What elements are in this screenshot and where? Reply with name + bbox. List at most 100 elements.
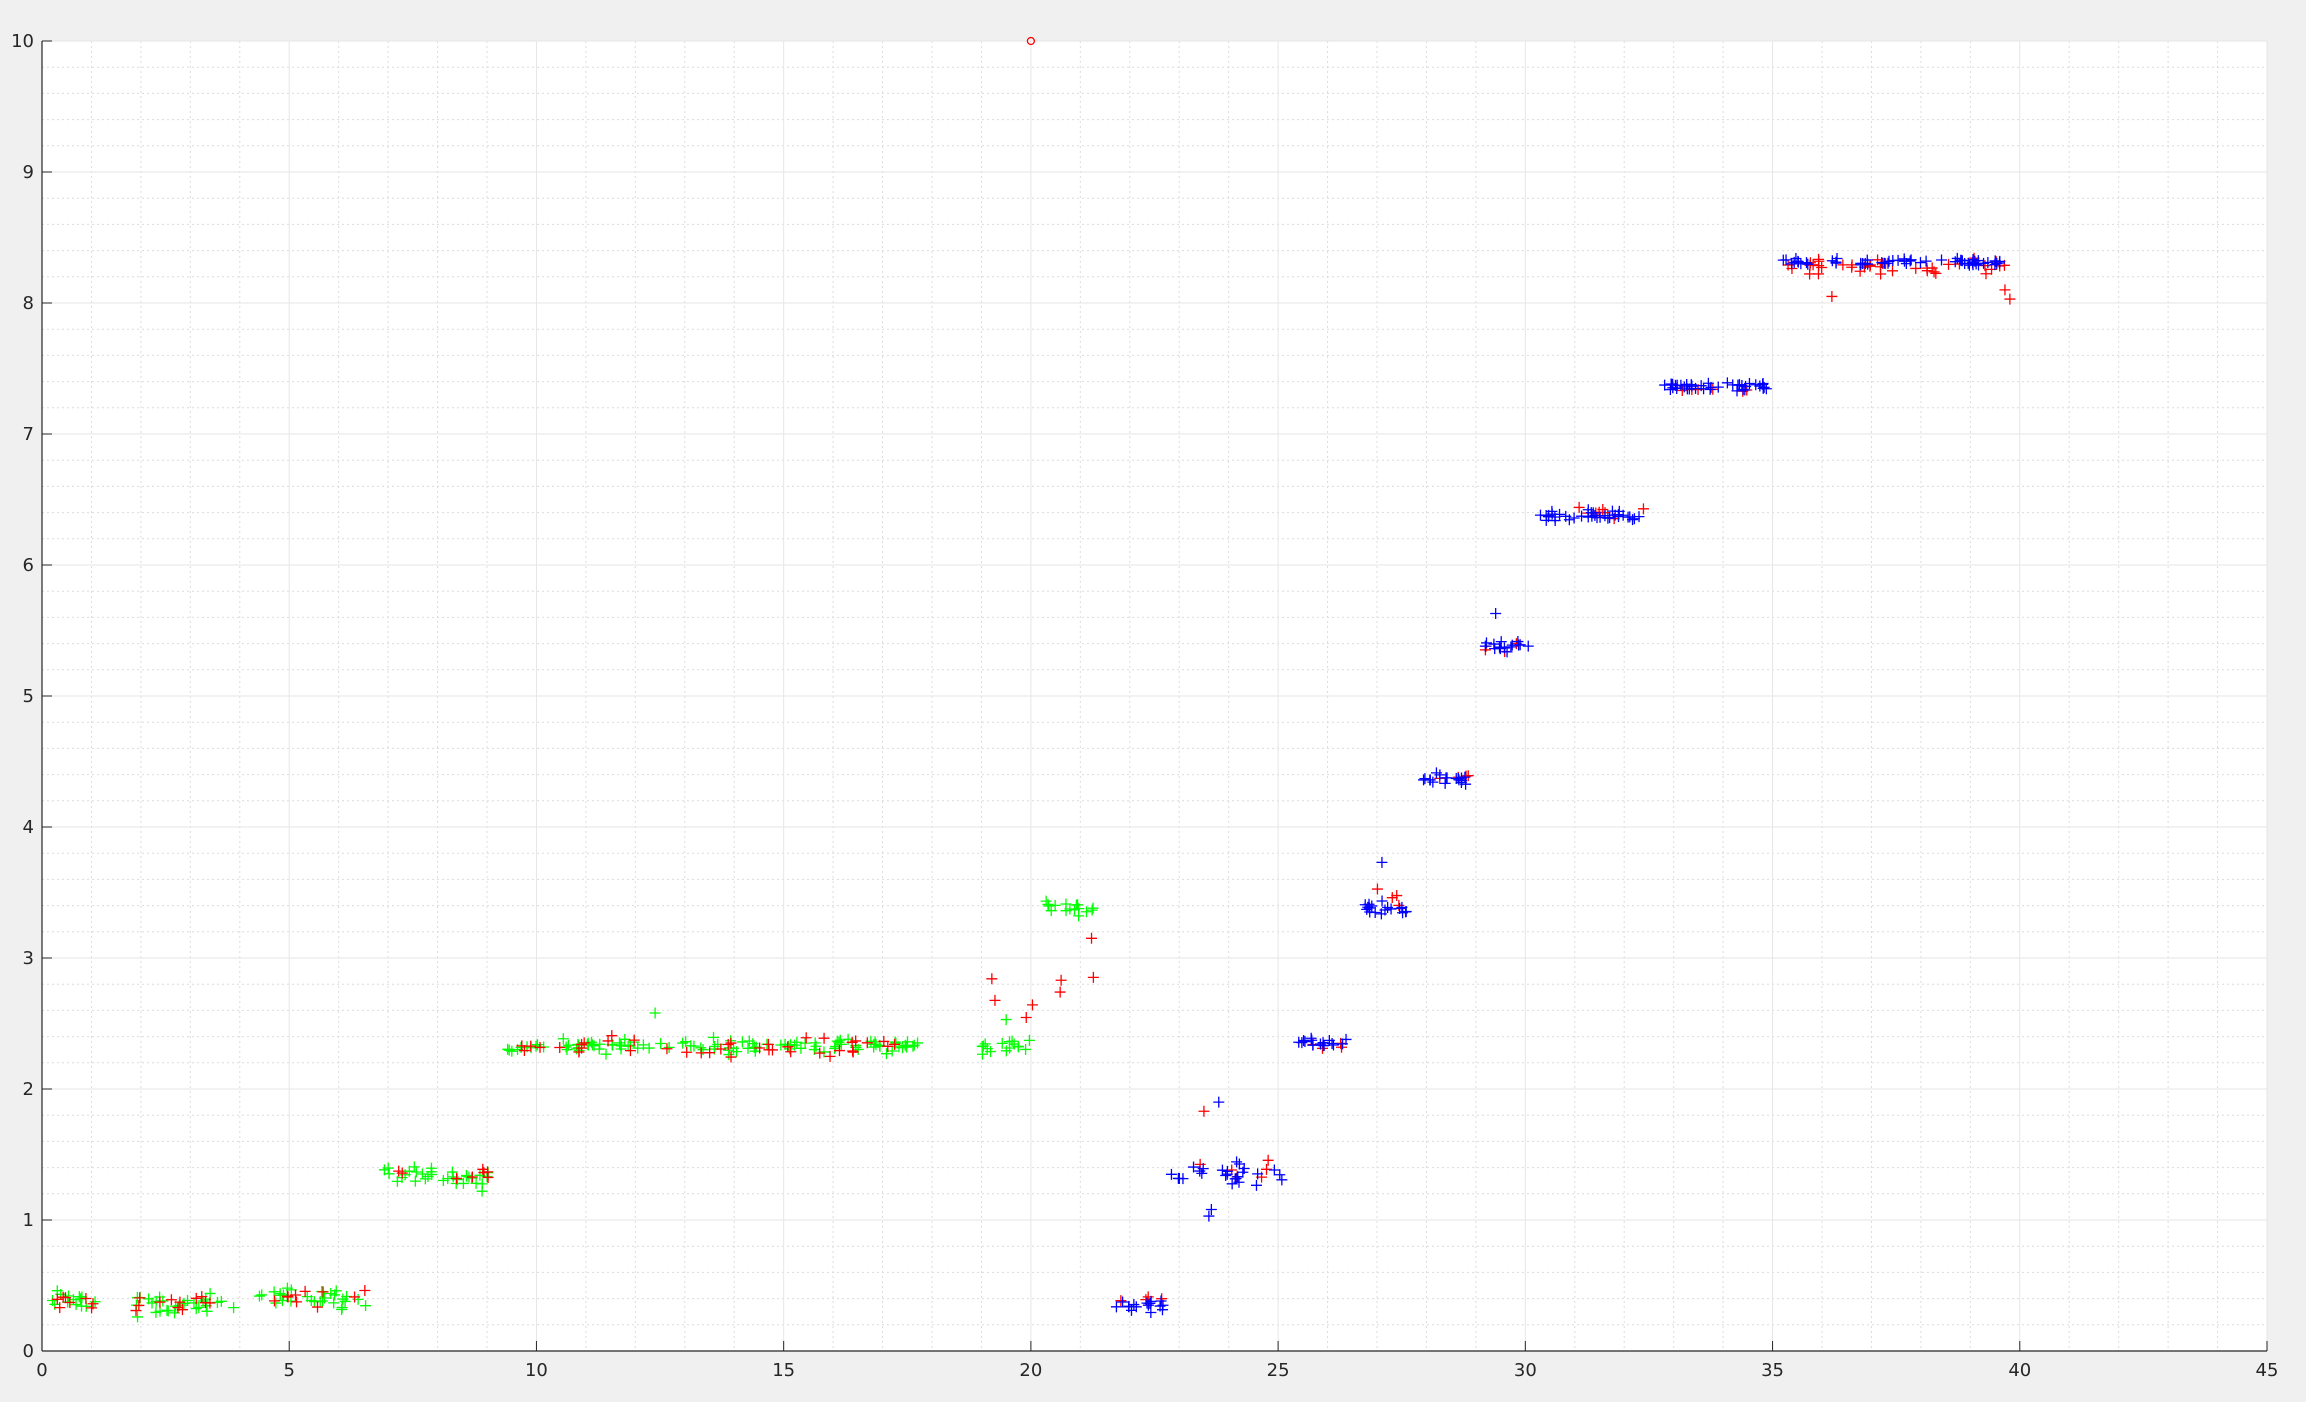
data-point-green bbox=[161, 1304, 173, 1316]
data-point-blue bbox=[1669, 379, 1681, 391]
data-point-blue bbox=[1144, 1297, 1156, 1309]
data-point-green bbox=[506, 1045, 518, 1057]
data-point-blue bbox=[1589, 509, 1601, 521]
data-point-green bbox=[637, 1039, 649, 1051]
data-point-green bbox=[985, 1046, 997, 1058]
data-point-blue bbox=[1522, 640, 1534, 652]
data-point-red bbox=[359, 1284, 371, 1296]
data-point-red bbox=[1887, 265, 1899, 277]
data-point-blue bbox=[1855, 257, 1867, 269]
data-point-green bbox=[466, 1172, 478, 1184]
data-point-green bbox=[339, 1295, 351, 1307]
data-point-blue bbox=[1213, 1096, 1225, 1108]
data-point-green bbox=[446, 1166, 458, 1178]
data-point-red bbox=[190, 1292, 202, 1304]
data-point-green bbox=[996, 1037, 1008, 1049]
data-point-green bbox=[831, 1035, 843, 1047]
data-point-red bbox=[1980, 268, 1992, 280]
x-axis-ticks: 0 5 10 15 20 25 30 35 40 45 bbox=[36, 1341, 2278, 1381]
data-point-blue bbox=[1117, 1296, 1129, 1308]
data-point-green bbox=[193, 1302, 205, 1314]
data-point-red bbox=[861, 1037, 873, 1049]
data-point-red bbox=[317, 1286, 329, 1298]
data-point-red bbox=[57, 1291, 69, 1303]
data-point-blue bbox=[1252, 1168, 1264, 1180]
data-point-red bbox=[196, 1291, 208, 1303]
data-point-green bbox=[886, 1045, 898, 1057]
data-point-red bbox=[725, 1051, 737, 1063]
data-point-blue bbox=[1862, 258, 1874, 270]
x-tick-label: 10 bbox=[525, 1360, 548, 1381]
data-point-blue bbox=[1495, 636, 1507, 648]
data-point-blue bbox=[1633, 511, 1645, 523]
data-point-red bbox=[573, 1046, 585, 1058]
x-tick-label: 45 bbox=[2256, 1360, 2279, 1381]
data-point-red bbox=[1020, 1012, 1032, 1023]
data-point-green bbox=[378, 1164, 390, 1176]
data-point-blue bbox=[1441, 772, 1453, 784]
data-point-red bbox=[87, 1298, 99, 1310]
data-point-red bbox=[299, 1285, 311, 1297]
data-point-red bbox=[134, 1292, 146, 1304]
data-point-blue bbox=[1721, 377, 1733, 389]
data-point-blue bbox=[1936, 254, 1948, 266]
data-points bbox=[46, 36, 2016, 1323]
data-point-blue bbox=[1586, 510, 1598, 522]
data-point-blue bbox=[1188, 1161, 1200, 1173]
data-point-blue bbox=[1419, 773, 1431, 785]
data-point-blue bbox=[1702, 377, 1714, 389]
data-point-blue bbox=[1801, 257, 1812, 269]
data-point-red bbox=[1637, 503, 1649, 515]
data-point-green bbox=[70, 1299, 82, 1311]
data-point-green bbox=[531, 1039, 543, 1051]
data-point-blue bbox=[1612, 509, 1624, 521]
data-point-green bbox=[1000, 1014, 1012, 1026]
data-point-blue bbox=[1314, 1038, 1326, 1050]
data-point-red bbox=[624, 1045, 636, 1057]
data-point-green bbox=[979, 1038, 991, 1050]
data-point-green bbox=[256, 1289, 268, 1301]
data-point-blue bbox=[1681, 378, 1693, 390]
data-point-green bbox=[319, 1292, 331, 1304]
data-point-red bbox=[199, 1297, 211, 1309]
data-point-blue bbox=[1385, 903, 1397, 915]
data-point-blue bbox=[1110, 1301, 1122, 1313]
data-point-red bbox=[628, 1034, 640, 1046]
data-point-red bbox=[578, 1037, 590, 1049]
data-point-red bbox=[165, 1294, 177, 1306]
data-point-red bbox=[1926, 262, 1938, 274]
data-point-red bbox=[1086, 932, 1098, 944]
data-point-blue bbox=[1327, 1039, 1339, 1051]
data-point-blue bbox=[1488, 638, 1500, 650]
data-point-blue bbox=[1733, 379, 1745, 391]
y-tick-label: 10 bbox=[11, 31, 34, 52]
y-tick-label: 2 bbox=[23, 1079, 34, 1100]
data-point-green bbox=[274, 1288, 286, 1300]
data-point-green bbox=[736, 1036, 748, 1048]
data-point-red bbox=[818, 1032, 830, 1044]
data-point-green bbox=[588, 1040, 600, 1052]
x-tick-label: 30 bbox=[1514, 1360, 1537, 1381]
data-point-green bbox=[976, 1040, 988, 1052]
data-point-red bbox=[1386, 892, 1398, 904]
data-point-blue bbox=[1494, 642, 1506, 654]
data-point-blue bbox=[1232, 1171, 1244, 1183]
data-point-green bbox=[723, 1049, 735, 1061]
data-point-red bbox=[282, 1291, 294, 1303]
data-point-blue bbox=[1238, 1162, 1250, 1174]
data-point-green bbox=[784, 1043, 796, 1055]
data-point-blue bbox=[1317, 1040, 1329, 1052]
data-point-green bbox=[270, 1297, 282, 1309]
data-point-red bbox=[785, 1046, 797, 1058]
data-point-blue bbox=[1233, 1176, 1245, 1188]
data-point-green bbox=[305, 1294, 317, 1306]
data-point-red bbox=[51, 1293, 63, 1305]
data-point-red bbox=[1262, 1154, 1274, 1166]
data-point-blue bbox=[1196, 1167, 1208, 1179]
data-point-blue bbox=[1665, 378, 1677, 390]
data-point-blue bbox=[1795, 258, 1807, 270]
data-point-red bbox=[1864, 260, 1876, 272]
data-point-red bbox=[525, 1040, 537, 1052]
data-point-green bbox=[561, 1044, 573, 1056]
data-point-blue bbox=[1142, 1299, 1154, 1311]
